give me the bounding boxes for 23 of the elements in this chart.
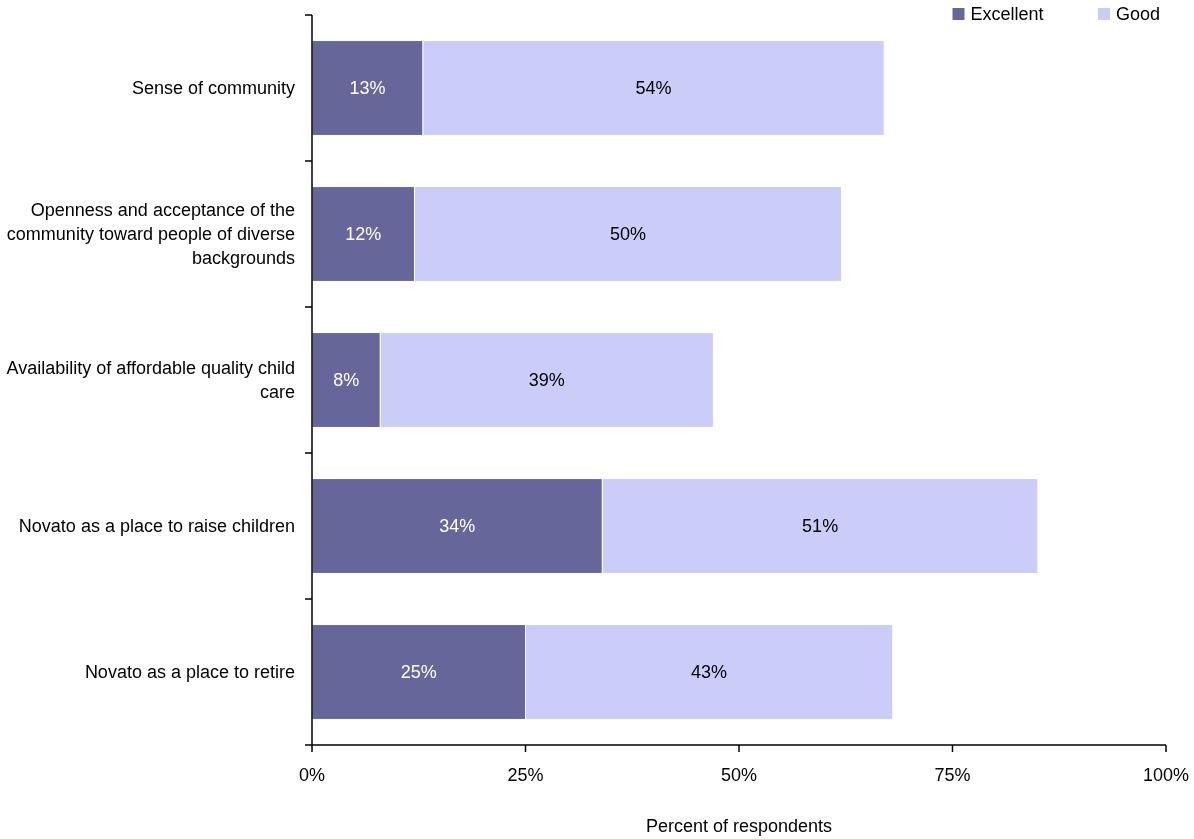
data-label: 25%	[400, 662, 437, 683]
x-tick-label: 0%	[298, 765, 326, 785]
y-tick-label: Novato as a place to raise children	[18, 516, 295, 537]
x-tick-label: 50%	[720, 765, 758, 785]
legend-label: Good	[1116, 4, 1161, 25]
data-label: 50%	[609, 224, 646, 245]
y-tick-label: Novato as a place to retire	[84, 662, 295, 683]
y-tick-label: Availability of affordable quality child care	[6, 358, 295, 403]
data-label: 8%	[333, 370, 360, 391]
data-label: 13%	[349, 78, 386, 99]
data-label: 34%	[439, 516, 476, 537]
data-label: 43%	[691, 662, 728, 683]
x-tick-label: 100%	[1142, 765, 1190, 785]
data-label: 51%	[802, 516, 839, 537]
x-axis-title: Percent of respondents	[645, 816, 833, 836]
x-tick-label: 75%	[934, 765, 971, 785]
data-label: 12%	[345, 224, 382, 245]
data-label: 54%	[635, 78, 672, 99]
y-tick-label: Openness and acceptance of the community toward people of diverse backgrounds	[6, 200, 295, 269]
x-tick-label: 25%	[507, 765, 544, 785]
legend-label: Excellent	[970, 4, 1044, 25]
data-label: 39%	[528, 370, 565, 391]
y-tick-label: Sense of community	[131, 78, 295, 99]
